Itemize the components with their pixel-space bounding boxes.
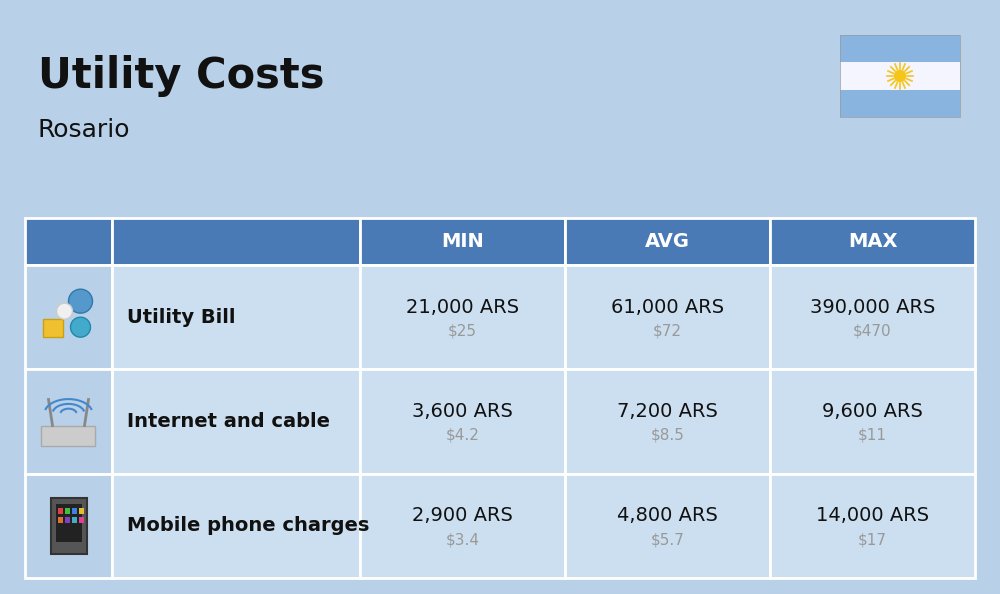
Text: Utility Costs: Utility Costs — [38, 55, 324, 97]
Bar — [78, 517, 84, 523]
Bar — [840, 35, 960, 117]
Bar — [770, 218, 975, 265]
Text: Internet and cable: Internet and cable — [127, 412, 330, 431]
Text: 9,600 ARS: 9,600 ARS — [822, 402, 923, 421]
Text: $4.2: $4.2 — [446, 428, 479, 443]
Bar — [360, 369, 565, 473]
Circle shape — [68, 289, 92, 313]
Bar — [25, 473, 112, 578]
Text: 21,000 ARS: 21,000 ARS — [406, 298, 519, 317]
Text: 3,600 ARS: 3,600 ARS — [412, 402, 513, 421]
Text: 7,200 ARS: 7,200 ARS — [617, 402, 718, 421]
Circle shape — [56, 303, 72, 319]
Circle shape — [70, 317, 90, 337]
Bar — [565, 473, 770, 578]
Text: $72: $72 — [653, 324, 682, 339]
Bar — [25, 218, 112, 265]
Circle shape — [895, 71, 906, 81]
Bar — [112, 218, 360, 265]
Text: $25: $25 — [448, 324, 477, 339]
Bar — [112, 265, 360, 369]
Bar — [72, 517, 76, 523]
Text: MIN: MIN — [441, 232, 484, 251]
Bar — [58, 508, 62, 514]
Bar — [50, 498, 87, 554]
Bar — [840, 62, 960, 90]
Bar — [770, 265, 975, 369]
Bar — [770, 369, 975, 473]
Text: $11: $11 — [858, 428, 887, 443]
Text: Rosario: Rosario — [38, 118, 130, 142]
Bar — [770, 473, 975, 578]
Bar — [58, 517, 62, 523]
Bar — [360, 265, 565, 369]
Text: 4,800 ARS: 4,800 ARS — [617, 506, 718, 525]
Text: Mobile phone charges: Mobile phone charges — [127, 516, 369, 535]
Bar — [840, 35, 960, 62]
Bar — [42, 319, 62, 337]
Bar — [565, 265, 770, 369]
Bar — [40, 425, 94, 446]
Text: $8.5: $8.5 — [651, 428, 684, 443]
Bar — [56, 504, 82, 542]
Bar — [565, 218, 770, 265]
Bar — [64, 517, 70, 523]
Bar — [25, 369, 112, 473]
Text: 390,000 ARS: 390,000 ARS — [810, 298, 935, 317]
Text: $3.4: $3.4 — [446, 532, 480, 547]
Bar — [360, 473, 565, 578]
Text: $17: $17 — [858, 532, 887, 547]
Bar — [840, 90, 960, 117]
Bar — [112, 369, 360, 473]
Bar — [112, 473, 360, 578]
Bar — [78, 508, 84, 514]
Text: 2,900 ARS: 2,900 ARS — [412, 506, 513, 525]
Text: Utility Bill: Utility Bill — [127, 308, 236, 327]
Bar — [360, 218, 565, 265]
Text: $5.7: $5.7 — [651, 532, 684, 547]
Text: $470: $470 — [853, 324, 892, 339]
Text: MAX: MAX — [848, 232, 897, 251]
Bar — [25, 265, 112, 369]
Bar — [565, 369, 770, 473]
Bar — [64, 508, 70, 514]
Text: 61,000 ARS: 61,000 ARS — [611, 298, 724, 317]
Text: 14,000 ARS: 14,000 ARS — [816, 506, 929, 525]
Text: AVG: AVG — [645, 232, 690, 251]
Bar — [72, 508, 76, 514]
